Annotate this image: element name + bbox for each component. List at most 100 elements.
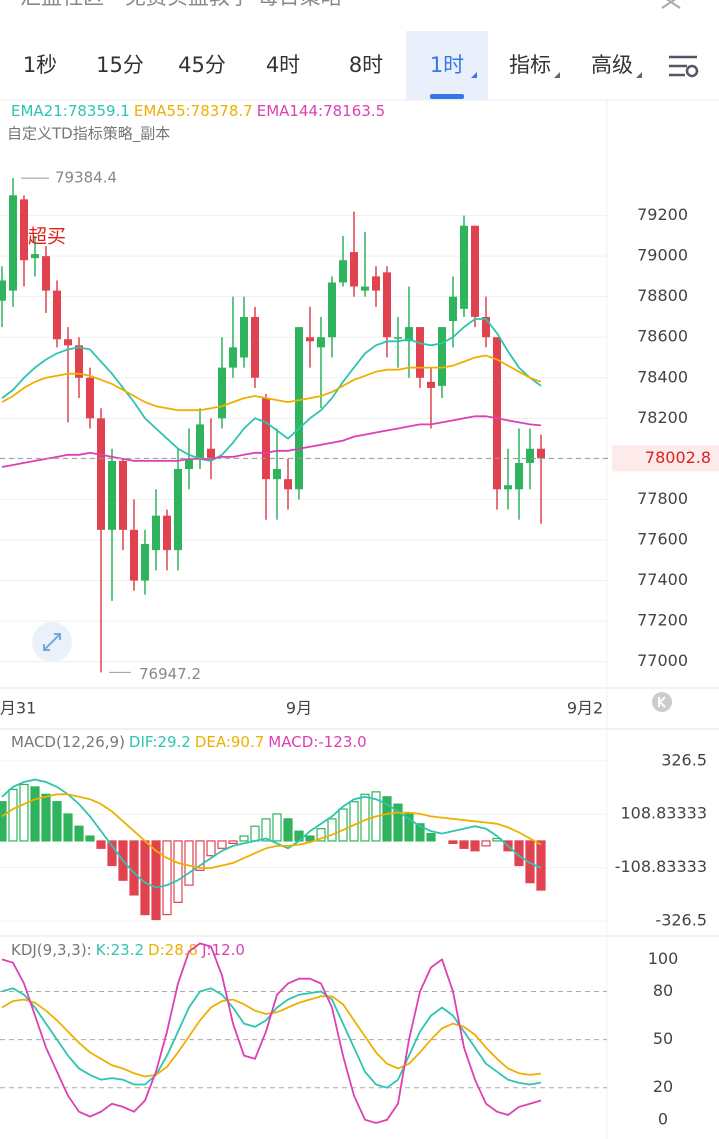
- max-label: 79384.4: [55, 169, 117, 187]
- macd-bar: [272, 813, 282, 842]
- y-tick-label: 78800: [637, 286, 688, 305]
- tab[interactable]: 高级: [591, 53, 633, 77]
- candle-body: [64, 339, 72, 346]
- macd-bar: [195, 840, 205, 872]
- macd-bar: [393, 803, 403, 842]
- x-tick-label: 9月: [286, 699, 312, 718]
- candle-body: [152, 515, 160, 551]
- tab[interactable]: 8时: [349, 53, 383, 77]
- tab[interactable]: 指标: [509, 53, 551, 77]
- candle-body: [515, 462, 523, 490]
- legend-entry: J:12.0: [201, 941, 245, 959]
- candle-body: [53, 290, 61, 340]
- y-tick-label: 108.83333: [620, 804, 707, 823]
- macd-bar: [316, 828, 326, 842]
- legend: EMA21:78359.1 EMA55:78378.7 EMA144:78163.5: [11, 102, 385, 120]
- legend-entry: DIF:29.2: [129, 733, 191, 751]
- legend: MACD(12,26,9) DIF:29.2 DEA:90.7 MACD:-123.0: [11, 733, 367, 751]
- candle-body: [9, 195, 17, 291]
- candle-body: [306, 337, 314, 342]
- close-icon[interactable]: [661, 0, 681, 9]
- candle-body: [460, 225, 468, 309]
- candle-body: [383, 272, 391, 338]
- zoom-icon: [43, 633, 61, 651]
- macd-bar: [448, 840, 458, 845]
- macd-bar: [30, 786, 40, 842]
- macd-bar: [19, 783, 29, 842]
- macd-bar: [239, 835, 249, 842]
- tab[interactable]: 45分: [178, 53, 226, 77]
- y-tick-label: 78200: [637, 408, 688, 427]
- candle-body: [86, 377, 94, 419]
- candle-body: [97, 418, 105, 530]
- legend-entry: DEA:90.7: [195, 733, 264, 751]
- kdj-line: [1, 942, 542, 1124]
- candle-body: [196, 424, 204, 459]
- y-tick-label: 50: [653, 1029, 673, 1048]
- candle-body: [20, 199, 28, 261]
- y-tick-label: 77600: [637, 529, 688, 548]
- tab[interactable]: 15分: [96, 53, 144, 77]
- macd-bar: [349, 801, 359, 842]
- macd-bar: [96, 840, 106, 849]
- candle-body: [295, 327, 303, 490]
- y-tick-label: 79200: [637, 205, 688, 224]
- scroll-end-button[interactable]: [652, 692, 672, 712]
- macd-bar: [360, 793, 370, 842]
- indicator-name: 自定义TD指标策略_副本: [7, 125, 170, 144]
- y-tick-label: 78400: [637, 367, 688, 386]
- scroll-end-icon: [658, 696, 666, 708]
- candle-body: [251, 316, 259, 378]
- x-tick-label: 9月2: [567, 699, 603, 718]
- y-tick-label: 20: [653, 1077, 673, 1096]
- macd-bar: [426, 832, 436, 842]
- y-tick-label: -326.5: [655, 911, 707, 930]
- macd-bar: [338, 808, 348, 842]
- candle-body: [42, 256, 50, 291]
- macd-bar: [0, 801, 7, 842]
- dropdown-arrow: [636, 72, 642, 78]
- candle-body: [449, 296, 457, 322]
- candle-body: [108, 460, 116, 530]
- candle-body: [394, 337, 402, 339]
- y-tick-label: 78600: [637, 327, 688, 346]
- dropdown-arrow: [554, 72, 560, 78]
- candle-body: [317, 337, 325, 348]
- y-tick-label: 77400: [637, 570, 688, 589]
- macd-bar: [173, 840, 183, 903]
- legend-entry: D:28.8: [148, 941, 198, 959]
- candle-body: [262, 398, 270, 480]
- settings-icon[interactable]: [669, 55, 699, 78]
- macd-bar: [74, 825, 84, 842]
- macd-bar: [459, 840, 469, 849]
- tab[interactable]: 4时: [266, 53, 300, 77]
- candle-body: [229, 347, 237, 368]
- macd-bar: [129, 840, 139, 896]
- candle-body: [350, 252, 358, 287]
- candle-body: [471, 225, 479, 317]
- y-tick-label: 77000: [637, 651, 688, 670]
- tab[interactable]: 1时: [430, 53, 464, 77]
- min-label: 76947.2: [139, 665, 201, 683]
- y-tick-label: 77800: [637, 489, 688, 508]
- legend-entry: EMA21:78359.1: [11, 102, 130, 120]
- macd-bar: [184, 840, 194, 886]
- tab[interactable]: 1秒: [23, 53, 57, 77]
- candle-body: [75, 345, 83, 378]
- signal-annotation: 超买: [28, 226, 66, 248]
- macd-bar: [536, 840, 546, 891]
- candle-body: [163, 515, 171, 551]
- candle-body: [405, 327, 413, 342]
- active-tab-indicator: [430, 94, 464, 99]
- candle-body: [537, 448, 545, 459]
- macd-bar: [228, 840, 238, 845]
- macd-line: [1, 778, 542, 889]
- candle-body: [273, 469, 281, 480]
- macd-bar: [415, 823, 425, 842]
- macd-bar: [8, 788, 18, 842]
- y-tick-label: 0: [658, 1109, 668, 1128]
- candle-body: [141, 544, 149, 581]
- macd-bar: [217, 840, 227, 849]
- macd-bar: [140, 840, 150, 916]
